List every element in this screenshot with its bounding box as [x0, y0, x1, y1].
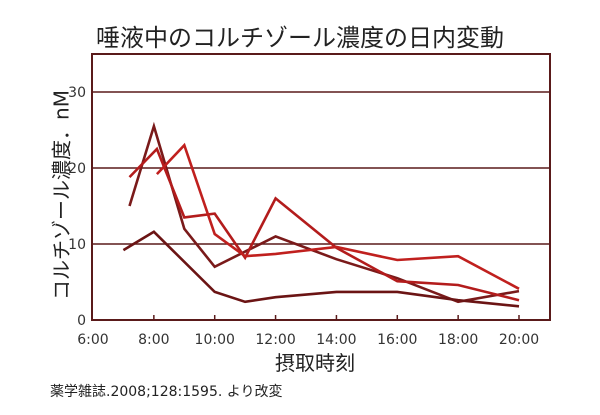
plot-frame [91, 53, 551, 321]
gridlines [92, 91, 550, 245]
x-tick-label: 6:00 [77, 332, 108, 348]
series-line-subject-4 [122, 230, 520, 308]
y-tick-label: 10 [68, 237, 86, 253]
x-tick-label: 20:00 [499, 332, 539, 348]
y-tick-label: 20 [68, 161, 86, 177]
x-tick-label: 18:00 [438, 332, 478, 348]
x-tick-label: 12:00 [255, 332, 295, 348]
source-citation: 薬学雑誌.2008;128:1595. より改変 [50, 384, 283, 400]
y-axis-ticks: 0 10 20 30 [68, 85, 86, 329]
y-axis-label: コルチゾール濃度．nM [49, 90, 74, 300]
chart-title: 唾液中のコルチゾール濃度の日内変動 [96, 24, 504, 52]
y-tick-label: 30 [68, 85, 86, 101]
x-tick-label: 16:00 [377, 332, 417, 348]
x-axis-label: 摂取時刻 [275, 351, 355, 375]
x-axis-ticks: 6:00 8:00 10:00 12:00 14:00 16:00 18:00 20:00 [77, 315, 539, 348]
series-lines [122, 121, 520, 308]
y-tick-label: 0 [77, 313, 86, 329]
x-tick-label: 10:00 [195, 332, 235, 348]
x-tick-label: 14:00 [316, 332, 356, 348]
series-line-subject-3 [155, 142, 520, 290]
x-tick-label: 8:00 [138, 332, 169, 348]
series-line-subject-2 [128, 146, 520, 302]
